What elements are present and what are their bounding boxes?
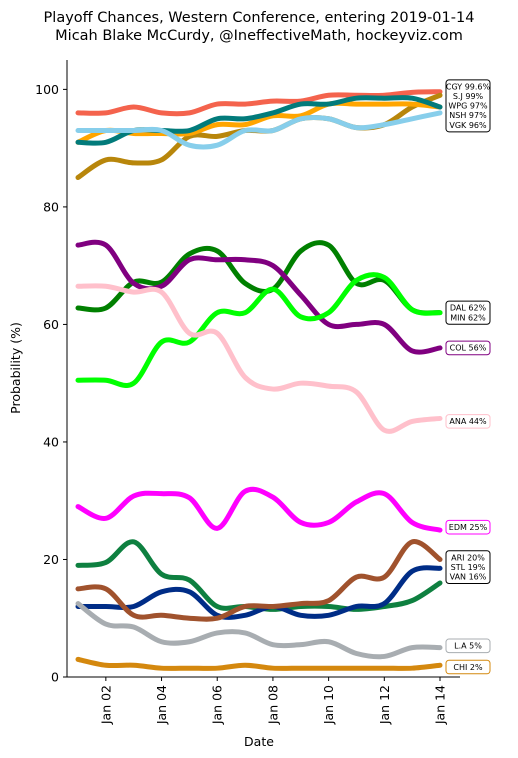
series-line-cgy [75, 89, 443, 117]
x-tick-label: Jan 10 [321, 685, 336, 725]
end-label-text: MIN 62% [450, 313, 486, 322]
series-line-edm [75, 486, 443, 533]
series-line-la [75, 601, 443, 660]
end-label-box [445, 550, 491, 585]
end-label-text: ANA 44% [449, 417, 487, 426]
end-label-text: VAN 16% [450, 573, 487, 582]
end-label-group: ARI 20%STL 19%VAN 16% [445, 550, 491, 585]
end-label-box [445, 340, 491, 356]
y-axis-label: Probability (%) [8, 322, 23, 414]
end-label-text: DAL 62% [450, 304, 487, 313]
end-label-group: ANA 44% [445, 414, 491, 429]
series-line-vgk [75, 110, 443, 150]
x-tick-label: Jan 12 [377, 685, 392, 725]
end-label-group: CGY 99.6%S.J 99%WPG 97%NSH 97%VGK 96% [445, 79, 491, 133]
end-label-box [445, 300, 491, 325]
series-line-dal [75, 240, 443, 316]
end-label-box [445, 79, 491, 133]
end-label-box [445, 638, 491, 654]
end-label-text: NSH 97% [449, 111, 487, 120]
series-line-ana [75, 283, 443, 434]
end-label-group: DAL 62%MIN 62% [445, 300, 491, 325]
end-label-box [445, 519, 491, 535]
y-tick-label: 40 [43, 434, 59, 449]
end-label-box [445, 659, 491, 675]
x-tick-label: Jan 02 [98, 685, 113, 725]
end-label-text: CGY 99.6% [446, 82, 491, 91]
x-axis-label: Date [244, 734, 274, 749]
y-tick-label: 0 [51, 670, 59, 685]
end-label-text: L.A 5% [454, 642, 482, 651]
end-label-group: CHI 2% [445, 659, 491, 675]
end-label-group: EDM 25% [445, 519, 491, 535]
y-tick-label: 80 [43, 199, 59, 214]
end-label-text: ARI 20% [451, 553, 485, 562]
end-label-text: WPG 97% [448, 102, 488, 111]
end-label-group: L.A 5% [445, 638, 491, 654]
end-label-text: STL 19% [451, 563, 486, 572]
y-tick-label: 100 [35, 82, 59, 97]
series-line-chi [75, 656, 443, 671]
end-label-text: COL 56% [450, 344, 487, 353]
series-line-col [75, 272, 443, 388]
x-tick-label: Jan 08 [265, 685, 280, 725]
end-label-group: COL 56% [445, 340, 491, 356]
chart-title-line2: Micah Blake McCurdy, @IneffectiveMath, h… [55, 28, 463, 44]
series-line-min [75, 239, 443, 355]
x-tick-label: Jan 04 [154, 685, 169, 725]
series-line-van [75, 539, 443, 622]
y-tick-label: 60 [43, 317, 59, 332]
series-line-wpg [75, 100, 443, 145]
series-line-stl [75, 565, 443, 620]
plot-area: 0 20 40 60 80 100 Jan 02 Jan 04 Jan 06 Jan 08 Jan … [35, 60, 491, 725]
end-label-text: CHI 2% [453, 663, 483, 672]
chart-title-line1: Playoff Chances, Western Conference, ent… [44, 10, 475, 26]
end-label-text: VGK 96% [449, 121, 487, 130]
x-tick-label: Jan 14 [433, 685, 448, 725]
end-label-text: EDM 25% [449, 523, 488, 532]
end-label-box [445, 414, 491, 429]
y-tick-label: 20 [43, 552, 59, 567]
x-tick-label: Jan 06 [210, 685, 225, 725]
end-label-text: S.J 99% [453, 92, 484, 101]
